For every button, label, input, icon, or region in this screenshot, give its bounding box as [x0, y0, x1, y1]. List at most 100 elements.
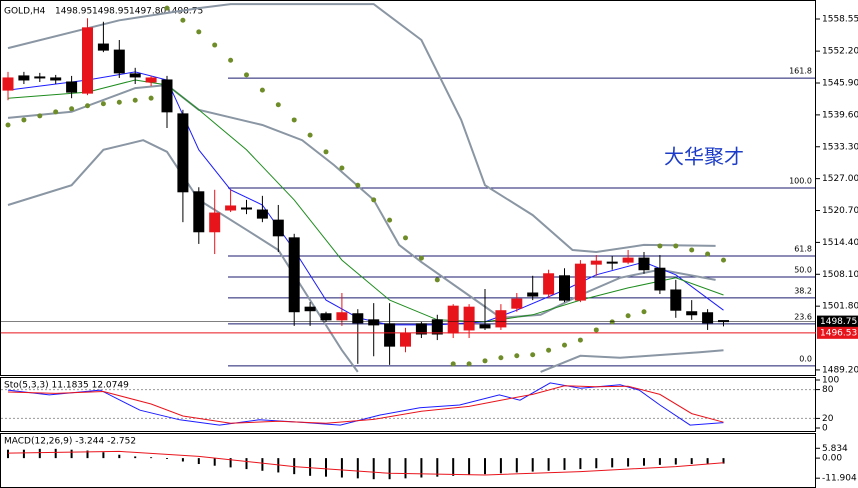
sar-dot [196, 29, 202, 35]
y-tick-label: 0.00 [822, 454, 842, 464]
sar-dot [450, 361, 456, 367]
sar-dot [625, 313, 631, 319]
macd-bar [166, 458, 168, 459]
macd-bar [86, 450, 89, 459]
macd-bar [7, 449, 9, 459]
macd-bar [627, 458, 630, 467]
sar-dot [689, 247, 695, 253]
macd-bar [102, 452, 105, 459]
macd-bar [181, 458, 184, 462]
candle-body [34, 76, 46, 79]
price-tag-label: 1498.75 [820, 317, 857, 327]
candle-body [66, 81, 78, 93]
macd-bar [134, 456, 137, 459]
candle-body [670, 289, 682, 311]
candle-body [384, 323, 396, 347]
sar-dot [53, 109, 59, 115]
sar-dot [5, 122, 11, 128]
sar-dot [259, 87, 265, 93]
macd-bar [70, 449, 73, 459]
macd-bar [229, 458, 232, 468]
candle-body [527, 292, 539, 297]
macd-bar [245, 458, 248, 470]
sar-dot [593, 327, 599, 333]
macd-bar [722, 458, 725, 464]
candle-body [50, 77, 62, 81]
y-tick-label: 1520.70 [822, 206, 858, 216]
macd-bar [356, 458, 359, 479]
macd-bar [436, 458, 439, 477]
quote-close: 1498.75 [166, 7, 203, 17]
sar-dot [37, 113, 43, 119]
price-tag [817, 315, 858, 328]
macd-bar [563, 458, 566, 470]
candle-body [368, 319, 380, 326]
watermark: 大华聚才 [664, 145, 744, 169]
macd-bar [484, 458, 486, 475]
y-tick-label: 80 [822, 385, 834, 395]
y-tick-label: 1514.40 [822, 238, 858, 248]
sar-dot [403, 235, 408, 241]
candle-body [97, 43, 109, 51]
candle-body [145, 77, 157, 83]
macd-bar [388, 458, 391, 480]
sar-dot [85, 103, 90, 109]
y-tick-label: 20 [822, 414, 834, 424]
y-tick-label: -11.904 [822, 474, 857, 484]
sar-dot [339, 165, 345, 171]
candle-body [129, 73, 141, 78]
y-tick-label: 1539.60 [822, 110, 858, 120]
macd-bar [658, 458, 661, 465]
y-tick-label: 1545.90 [822, 79, 858, 89]
candle-body [113, 49, 125, 74]
quote-open: 1498.95 [55, 7, 92, 17]
sar-dot [530, 352, 536, 358]
macd-bar [674, 458, 677, 465]
macd-bar [261, 458, 264, 471]
sar-dot [164, 5, 170, 11]
macd-bar [579, 458, 582, 470]
indicator-line [7, 3, 716, 254]
sar-dot [482, 358, 488, 364]
sar-dot [116, 99, 122, 105]
macd-bar [515, 458, 518, 473]
sar-dot [562, 342, 567, 348]
fibo-label: 38.2 [794, 286, 812, 295]
macd-title: MACD(12,26,9) -3.244 -2.752 [4, 437, 136, 447]
macd-bar [643, 458, 645, 466]
sar-dot [180, 17, 186, 23]
sar-dot [721, 257, 726, 263]
macd-bar [531, 458, 534, 472]
candle-body [18, 75, 30, 81]
macd-bar [452, 458, 455, 476]
candle-body [511, 298, 523, 309]
macd-bar [706, 458, 709, 464]
macd-bar [309, 458, 312, 476]
sar-dot [546, 347, 552, 353]
candle-body [241, 207, 252, 210]
sar-dot [212, 42, 218, 48]
sar-dot [148, 95, 154, 101]
price-tag [817, 326, 858, 339]
main-panel-frame [0, 0, 816, 376]
candle-body [447, 305, 459, 334]
candle-body [193, 191, 205, 233]
candle-body [638, 257, 650, 271]
y-tick-label: 1558.55 [822, 14, 858, 24]
stochastic-panel-frame [0, 377, 816, 432]
sar-dot [371, 197, 377, 203]
candle-body [304, 306, 316, 312]
macd-bar [22, 449, 25, 459]
price-tag-label: 1496.53 [820, 328, 857, 338]
candle-body [479, 324, 491, 329]
fibo-label: 61.8 [794, 244, 812, 253]
sar-dot [418, 255, 424, 261]
candle-body [654, 267, 666, 291]
candle-body [495, 310, 507, 328]
sar-dot [657, 243, 663, 249]
candle-body [288, 237, 300, 313]
sar-dot [228, 57, 234, 63]
sar-dot [291, 117, 297, 123]
stochastic-line [7, 382, 724, 426]
